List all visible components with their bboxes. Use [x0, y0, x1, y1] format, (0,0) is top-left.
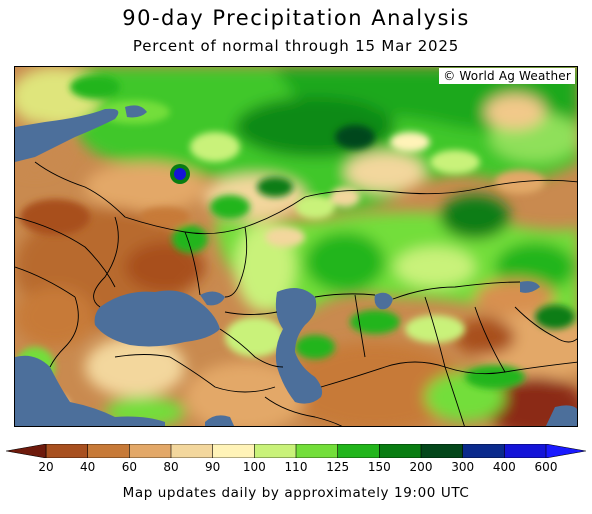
legend-cell	[87, 444, 131, 458]
black-sea	[94, 290, 220, 347]
legend-tick-label: 600	[534, 460, 558, 474]
credit-label: © World Ag Weather	[439, 68, 575, 84]
legend-cell	[170, 444, 214, 458]
legend-tick-label: 60	[121, 460, 137, 474]
legend-cell	[379, 444, 422, 458]
legend-tick-label: 400	[492, 460, 516, 474]
country-borders	[15, 161, 577, 426]
legend-tick-label: 40	[80, 460, 96, 474]
legend-tick-label: 90	[205, 460, 221, 474]
legend-labels: 20 40 60 80 90 100 110 125 150 200 300 400 600	[0, 460, 592, 476]
legend-cell	[212, 444, 256, 458]
legend-over-arrow	[545, 444, 586, 458]
baltic-sea	[15, 108, 119, 162]
legend-cell	[295, 444, 339, 458]
legend-cell	[45, 444, 89, 458]
legend-cell	[420, 444, 464, 458]
lake-ladoga	[125, 105, 147, 118]
legend-tick-label: 110	[284, 460, 308, 474]
legend-cell	[462, 444, 506, 458]
legend-cell	[129, 444, 172, 458]
map-title: 90-day Precipitation Analysis	[122, 6, 470, 30]
water-bodies	[15, 105, 577, 426]
map-canvas	[15, 67, 577, 426]
legend-cell	[504, 444, 547, 458]
legend-cell	[337, 444, 381, 458]
legend-tick-label: 125	[326, 460, 350, 474]
legend-cell	[254, 444, 297, 458]
sea-of-azov	[200, 291, 225, 306]
wet-spot-inner	[174, 168, 186, 180]
eastern-med	[205, 415, 235, 426]
legend-tick-label: 150	[367, 460, 391, 474]
precipitation-map: © World Ag Weather	[14, 66, 578, 427]
mediterranean-sea	[15, 355, 165, 426]
map-subtitle: Percent of normal through 15 Mar 2025	[132, 37, 460, 55]
legend-under-arrow	[6, 444, 47, 458]
legend-colorbar	[6, 444, 586, 458]
footer-note: Map updates daily by approximately 19:00…	[122, 485, 470, 501]
legend-tick-label: 80	[163, 460, 179, 474]
lake-balkhash	[520, 281, 540, 293]
caspian-sea	[275, 288, 323, 404]
persian-gulf	[545, 405, 577, 426]
aral-sea	[374, 292, 393, 310]
legend-tick-label: 300	[451, 460, 475, 474]
legend-tick-label: 20	[38, 460, 54, 474]
legend-tick-label: 200	[409, 460, 433, 474]
legend-tick-label: 100	[242, 460, 266, 474]
